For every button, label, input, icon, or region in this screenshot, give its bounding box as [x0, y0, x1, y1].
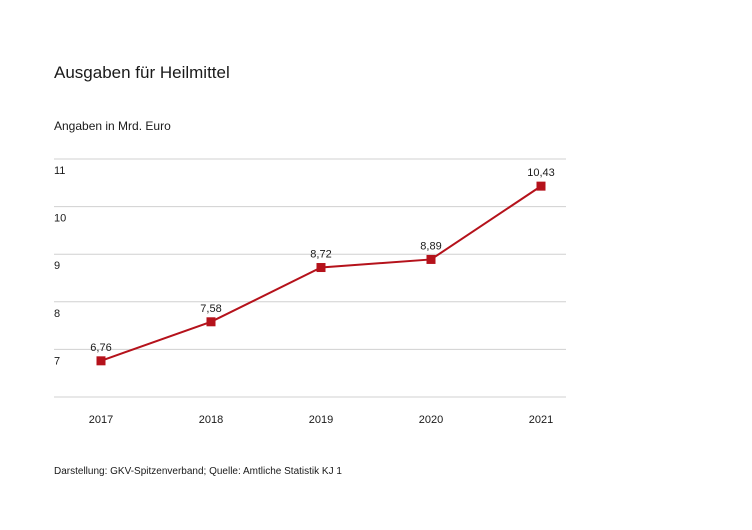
- x-tick-label: 2017: [89, 414, 113, 426]
- gridlines: [54, 158, 566, 398]
- data-labels: 6,76 7,58 8,72 8,89 10,43: [90, 167, 554, 354]
- y-tick-label: 7: [54, 355, 60, 367]
- y-axis-ticks: 7 8 9 10 11: [54, 165, 66, 367]
- data-point: [426, 254, 436, 264]
- data-label: 8,72: [310, 249, 331, 261]
- data-point: [536, 181, 546, 191]
- x-tick-label: 2018: [199, 414, 223, 426]
- x-axis-ticks: 2017 2018 2019 2020 2021: [89, 414, 553, 426]
- data-point: [206, 317, 216, 327]
- data-label: 8,89: [420, 240, 441, 252]
- series-line: [100, 185, 542, 362]
- y-tick-label: 8: [54, 308, 60, 320]
- y-tick-label: 11: [54, 165, 65, 177]
- y-tick-label: 10: [54, 213, 66, 225]
- y-tick-label: 9: [54, 260, 60, 272]
- source-note: Darstellung: GKV-Spitzenverband; Quelle:…: [54, 466, 342, 477]
- chart-subtitle: Angaben in Mrd. Euro: [54, 119, 171, 133]
- x-tick-label: 2021: [529, 414, 553, 426]
- data-point: [316, 263, 326, 273]
- data-point: [96, 356, 106, 366]
- x-tick-label: 2019: [309, 414, 333, 426]
- data-label: 6,76: [90, 342, 111, 354]
- data-label: 7,58: [200, 303, 221, 315]
- data-label: 10,43: [527, 167, 555, 179]
- x-tick-label: 2020: [419, 414, 443, 426]
- data-points: [96, 181, 546, 366]
- chart-title: Ausgaben für Heilmittel: [54, 63, 230, 82]
